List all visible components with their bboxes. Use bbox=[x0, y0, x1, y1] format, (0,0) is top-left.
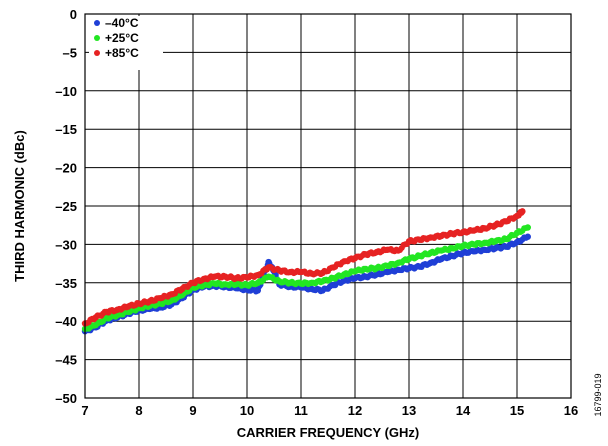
y-tick-label: –45 bbox=[55, 353, 77, 368]
legend-label: –40°C bbox=[105, 16, 139, 30]
series-layer bbox=[81, 208, 531, 335]
figure-id: 16799-019 bbox=[593, 373, 603, 416]
y-tick-label: –50 bbox=[55, 391, 77, 406]
series-3 bbox=[81, 208, 526, 327]
legend: –40°C+25°C+85°C bbox=[89, 16, 163, 70]
y-tick-labels: 0 –5 –10 –15 –20 –25 –30 –35 –40 –45 –50 bbox=[55, 7, 77, 406]
grid-lines bbox=[84, 13, 572, 399]
series-2 bbox=[81, 224, 531, 333]
x-axis-label: CARRIER FREQUENCY (GHz) bbox=[237, 425, 420, 440]
trace-marker bbox=[523, 234, 529, 241]
trace-marker bbox=[177, 287, 184, 294]
x-tick-label: 13 bbox=[402, 403, 416, 418]
trace-marker bbox=[91, 316, 97, 323]
x-tick-label: 9 bbox=[189, 403, 196, 418]
x-tick-label: 8 bbox=[135, 403, 142, 418]
x-tick-label: 11 bbox=[294, 403, 308, 418]
y-tick-label: –20 bbox=[55, 161, 77, 176]
legend-marker bbox=[94, 50, 100, 56]
trace-marker bbox=[512, 231, 519, 238]
x-tick-labels: 7 8 9 10 11 12 13 14 15 16 bbox=[81, 403, 578, 418]
legend-background bbox=[89, 16, 163, 70]
y-axis-label: THIRD HARMONIC (dBc) bbox=[12, 130, 27, 282]
x-tick-label: 16 bbox=[564, 403, 578, 418]
trace-marker bbox=[253, 288, 259, 295]
x-tick-label: 10 bbox=[240, 403, 254, 418]
trace-marker bbox=[404, 241, 411, 248]
y-tick-label: –35 bbox=[55, 276, 77, 291]
y-tick-label: –5 bbox=[63, 45, 77, 60]
x-tick-label: 7 bbox=[81, 403, 88, 418]
trace-marker bbox=[523, 225, 529, 232]
y-tick-label: –15 bbox=[55, 122, 77, 137]
y-tick-label: 0 bbox=[70, 7, 77, 22]
x-tick-label: 12 bbox=[348, 403, 362, 418]
trace-marker bbox=[518, 209, 525, 216]
legend-marker bbox=[94, 35, 100, 41]
y-tick-label: –10 bbox=[55, 84, 77, 99]
legend-label: +85°C bbox=[105, 46, 139, 60]
y-tick-label: –25 bbox=[55, 199, 77, 214]
legend-marker bbox=[94, 20, 100, 26]
y-tick-label: –40 bbox=[55, 314, 77, 329]
x-tick-label: 15 bbox=[510, 403, 524, 418]
y-tick-label: –30 bbox=[55, 237, 77, 252]
x-tick-label: 14 bbox=[456, 403, 471, 418]
plot-frame bbox=[84, 13, 572, 399]
legend-label: +25°C bbox=[105, 31, 139, 45]
